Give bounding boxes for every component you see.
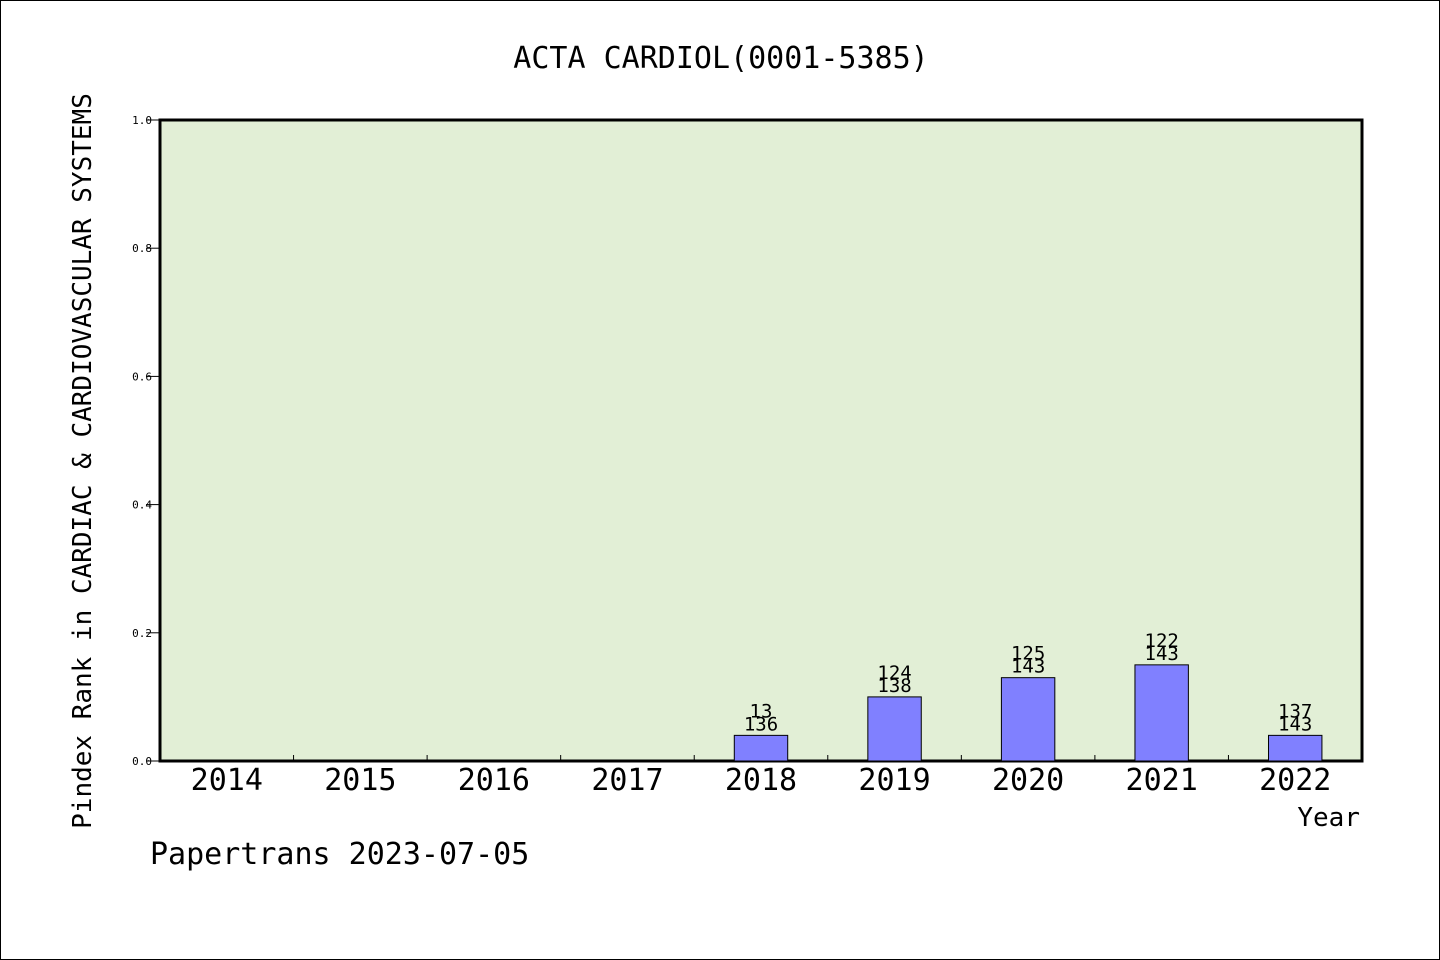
y-axis: 0.0 0.2 0.4 0.6 0.8 1.0 [132, 114, 160, 768]
bar-series [733, 664, 1323, 762]
bar-total-label: 143 [1011, 656, 1045, 678]
x-axis: 2014 2015 2016 2017 2018 2019 2020 2021 2022 [191, 755, 1331, 798]
chart-title: ACTA CARDIOL(0001-5385) [513, 41, 928, 76]
bar [733, 734, 789, 762]
y-tick-label: 0.2 [132, 627, 152, 640]
x-tick-label: 2021 [1126, 763, 1198, 798]
bar-rank-label: 122 [1145, 630, 1179, 652]
x-tick-label: 2016 [458, 763, 530, 798]
plot-area [158, 118, 1364, 763]
bar-rank-label: 124 [877, 662, 911, 684]
x-tick-label: 2022 [1259, 763, 1331, 798]
bar-total-label: 138 [877, 675, 911, 697]
x-tick-label: 2019 [858, 763, 930, 798]
x-tick-label: 2014 [191, 763, 263, 798]
y-tick-label: 0.6 [132, 370, 152, 383]
y-tick-label: 0.8 [132, 242, 152, 255]
x-tick-label: 2020 [992, 763, 1064, 798]
bar [1268, 734, 1323, 762]
bar-rank-label: 137 [1278, 700, 1312, 722]
x-tick-label: 2015 [324, 763, 396, 798]
bar [1000, 677, 1056, 762]
bar-rank-label: 125 [1011, 643, 1045, 665]
x-tick-label: 2018 [725, 763, 797, 798]
y-tick-label: 0.0 [132, 755, 152, 768]
y-axis-label: Pindex Rank in CARDIAC & CARDIOVASCULAR … [68, 93, 98, 829]
y-tick-label: 1.0 [132, 114, 152, 127]
bar [1134, 664, 1189, 762]
bar-total-label: 136 [744, 713, 778, 735]
x-axis-label: Year [1297, 803, 1360, 833]
y-tick-label: 0.4 [132, 499, 152, 512]
x-tick-label: 2017 [591, 763, 663, 798]
bar-total-label: 143 [1278, 713, 1312, 735]
bar-total-label: 143 [1145, 643, 1179, 665]
bar-rank-label: 13 [750, 700, 773, 722]
bar [867, 696, 922, 762]
footer-credit: Papertrans 2023-07-05 [150, 837, 529, 872]
